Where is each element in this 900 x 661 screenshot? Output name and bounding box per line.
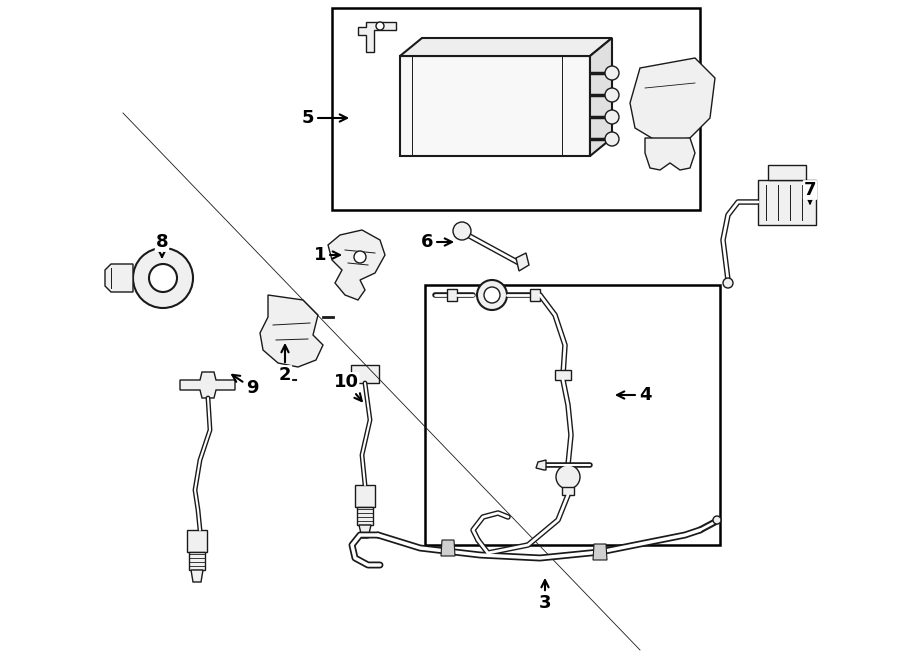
Circle shape — [133, 248, 193, 308]
Text: 6: 6 — [421, 233, 452, 251]
Circle shape — [484, 287, 500, 303]
Bar — [758, 180, 816, 225]
Polygon shape — [593, 544, 607, 560]
Text: 4: 4 — [617, 386, 652, 404]
Circle shape — [605, 132, 619, 146]
Text: 8: 8 — [156, 233, 168, 257]
Polygon shape — [536, 460, 546, 470]
Circle shape — [477, 280, 507, 310]
Text: 7: 7 — [804, 181, 816, 204]
Circle shape — [723, 278, 733, 288]
Circle shape — [713, 516, 721, 524]
Circle shape — [354, 251, 366, 263]
Text: 10: 10 — [334, 373, 362, 401]
Polygon shape — [630, 58, 715, 143]
Polygon shape — [260, 295, 323, 367]
Text: 5: 5 — [302, 109, 346, 127]
Circle shape — [605, 110, 619, 124]
Circle shape — [605, 66, 619, 80]
Polygon shape — [590, 38, 612, 156]
Polygon shape — [191, 570, 203, 582]
Bar — [189, 552, 205, 570]
Polygon shape — [516, 253, 529, 271]
Bar — [555, 370, 571, 380]
Text: 9: 9 — [232, 375, 258, 397]
Bar — [357, 507, 373, 525]
Bar — [447, 289, 457, 301]
Bar — [530, 289, 540, 301]
Bar — [187, 530, 207, 552]
Polygon shape — [358, 22, 396, 52]
Polygon shape — [400, 38, 612, 56]
Text: 1: 1 — [314, 246, 340, 264]
Polygon shape — [328, 230, 385, 300]
Text: 2: 2 — [279, 345, 292, 384]
Bar — [355, 485, 375, 507]
Polygon shape — [105, 264, 133, 292]
Circle shape — [556, 465, 580, 489]
Circle shape — [376, 22, 384, 30]
Polygon shape — [180, 372, 235, 398]
Bar — [332, 8, 700, 210]
Polygon shape — [645, 138, 695, 170]
Bar — [562, 487, 574, 495]
Circle shape — [149, 264, 177, 292]
Bar — [425, 285, 720, 545]
Circle shape — [453, 222, 471, 240]
Bar — [351, 365, 379, 383]
Polygon shape — [359, 525, 371, 538]
Polygon shape — [441, 540, 455, 556]
Bar — [400, 56, 590, 156]
Circle shape — [605, 88, 619, 102]
Text: 3: 3 — [539, 580, 551, 612]
Bar — [768, 165, 806, 180]
